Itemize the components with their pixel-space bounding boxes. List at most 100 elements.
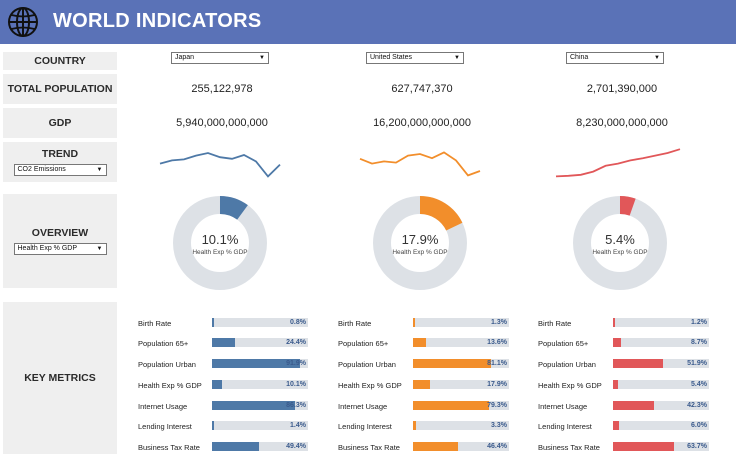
page-title: WORLD INDICATORS [53, 10, 262, 32]
label-trend: TREND CO2 Emissions ▼ [3, 142, 117, 182]
metric-bar-track: 6.0% [613, 421, 709, 430]
metric-value: 1.3% [491, 319, 507, 326]
metric-bar-track: 24.4% [212, 338, 308, 347]
metric-label: Population 65+ [138, 339, 189, 348]
metric-bar-fill [212, 318, 214, 327]
metric-label: Population Urban [138, 360, 196, 369]
metric-bar-track: 8.7% [613, 338, 709, 347]
overview-percent-1: 10.1% [201, 232, 239, 247]
metric-bar-fill [413, 421, 417, 430]
metric-bar-track: 91.9% [212, 359, 308, 368]
metric-value: 5.4% [691, 381, 707, 388]
metric-bar-fill [212, 442, 260, 451]
metric-bar-track: 86.3% [212, 401, 308, 410]
metric-label: Internet Usage [338, 402, 388, 411]
trend-chart-1 [159, 152, 281, 178]
chevron-down-icon: ▼ [96, 167, 103, 173]
metric-value: 8.7% [691, 339, 707, 346]
metric-value: 91.9% [286, 360, 306, 367]
donut-slice [419, 196, 463, 231]
metric-label: Internet Usage [538, 402, 588, 411]
metric-bar-track: 42.3% [613, 401, 709, 410]
metric-bar-track: 1.4% [212, 421, 308, 430]
metric-bar-fill [613, 421, 619, 430]
overview-percent-3: 5.4% [605, 232, 635, 247]
metric-label: Business Tax Rate [338, 443, 400, 452]
metric-label: Business Tax Rate [538, 443, 600, 452]
metric-bar-fill [212, 421, 214, 430]
header-bar: WORLD INDICATORS [0, 0, 736, 44]
country-select-1[interactable]: Japan ▼ [171, 52, 269, 64]
metric-bar-fill [413, 338, 427, 347]
metric-value: 81.1% [487, 360, 507, 367]
metric-bar-track: 13.6% [413, 338, 509, 347]
metric-label: Health Exp % GDP [138, 381, 202, 390]
overview-label-2: Health Exp % GDP [392, 249, 448, 256]
overview-percent-2: 17.9% [401, 232, 439, 247]
metric-bar-track: 17.9% [413, 380, 509, 389]
chevron-down-icon: ▼ [96, 246, 103, 252]
metric-label: Health Exp % GDP [538, 381, 602, 390]
metric-label: Lending Interest [138, 422, 192, 431]
gdp-value-1: 5,940,000,000,000 [176, 117, 268, 129]
metric-label: Birth Rate [538, 319, 572, 328]
population-value-3: 2,701,390,000 [586, 83, 658, 95]
metric-bar-track: 81.1% [413, 359, 509, 368]
metric-label: Health Exp % GDP [338, 381, 402, 390]
metric-value: 63.7% [687, 443, 707, 450]
metric-bar-fill [212, 380, 222, 389]
metric-bar-track: 10.1% [212, 380, 308, 389]
overview-donut-text-3: 5.4% Health Exp % GDP [570, 232, 670, 256]
metric-value: 42.3% [687, 402, 707, 409]
label-gdp: GDP [3, 108, 117, 138]
label-overview: OVERVIEW Health Exp % GDP ▼ [3, 194, 117, 288]
metric-value: 24.4% [286, 339, 306, 346]
metric-bar-track: 5.4% [613, 380, 709, 389]
metric-bar-fill [613, 442, 675, 451]
metric-bar-track: 1.3% [413, 318, 509, 327]
metric-bar-track: 79.3% [413, 401, 509, 410]
overview-donut-1 [173, 196, 267, 290]
metric-bar-track: 0.8% [212, 318, 308, 327]
gdp-value-2: 16,200,000,000,000 [373, 117, 471, 129]
country-select-2[interactable]: United States ▼ [366, 52, 464, 64]
metric-value: 6.0% [691, 422, 707, 429]
metric-bar-track: 1.2% [613, 318, 709, 327]
metric-value: 86.3% [286, 402, 306, 409]
label-key-metrics: KEY METRICS [3, 302, 117, 454]
metric-bar-track: 3.3% [413, 421, 509, 430]
metric-bar-fill [613, 359, 663, 368]
metric-label: Business Tax Rate [138, 443, 200, 452]
metric-label: Birth Rate [138, 319, 172, 328]
metric-bar-fill [413, 401, 490, 410]
metric-bar-track: 51.9% [613, 359, 709, 368]
metric-label: Population 65+ [538, 339, 589, 348]
metric-value: 51.9% [687, 360, 707, 367]
metric-value: 3.3% [491, 422, 507, 429]
donut-slice [619, 196, 636, 216]
country-select-3[interactable]: China ▼ [566, 52, 664, 64]
overview-label-3: Health Exp % GDP [592, 249, 648, 256]
metric-label: Population Urban [538, 360, 596, 369]
overview-donut-3 [573, 196, 667, 290]
overview-label-1: Health Exp % GDP [192, 249, 248, 256]
metric-value: 0.8% [290, 319, 306, 326]
metric-value: 49.4% [286, 443, 306, 450]
trend-metric-select[interactable]: CO2 Emissions ▼ [13, 164, 107, 176]
metric-bar-track: 49.4% [212, 442, 308, 451]
metric-value: 13.6% [487, 339, 507, 346]
metric-label: Internet Usage [138, 402, 188, 411]
overview-metric-select[interactable]: Health Exp % GDP ▼ [13, 243, 107, 255]
metric-value: 79.3% [487, 402, 507, 409]
population-value-1: 255,122,978 [191, 83, 253, 95]
metric-value: 1.4% [290, 422, 306, 429]
donut-slice [219, 196, 248, 220]
metric-bar-fill [613, 318, 615, 327]
population-value-2: 627,747,370 [391, 83, 453, 95]
metric-value: 10.1% [286, 381, 306, 388]
metric-label: Birth Rate [338, 319, 372, 328]
metric-bar-fill [613, 380, 619, 389]
overview-donut-2 [373, 196, 467, 290]
label-country: COUNTRY [3, 52, 117, 70]
metric-bar-fill [413, 380, 431, 389]
